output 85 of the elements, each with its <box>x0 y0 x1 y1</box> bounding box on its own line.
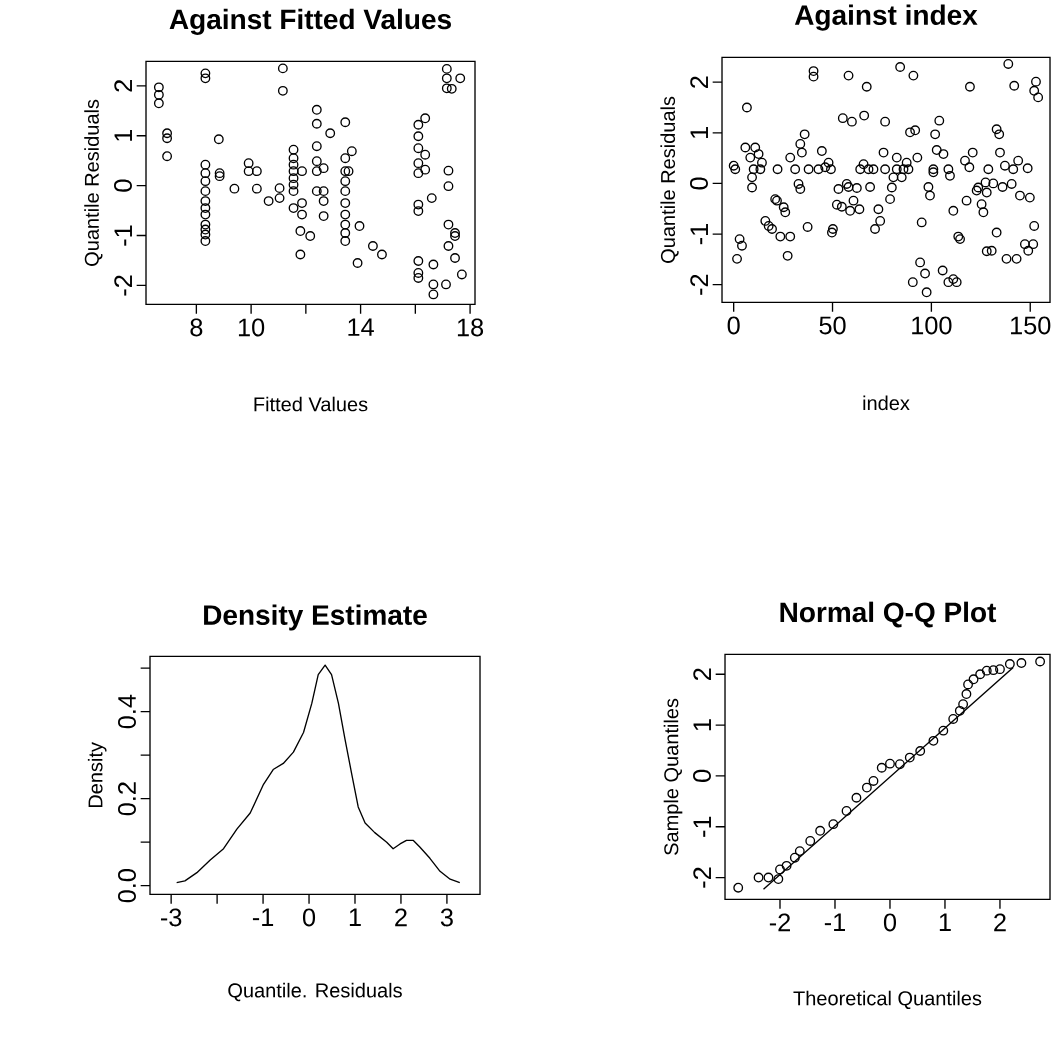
point <box>781 860 792 871</box>
chart-title: Density Estimate <box>204 604 427 631</box>
y-tick-label: 0.0 <box>118 868 136 903</box>
point <box>861 782 872 793</box>
x-tick-label: -1 <box>252 908 274 926</box>
y-tick-label: 0 <box>690 177 708 190</box>
point <box>885 758 895 769</box>
x-tick-label: 100 <box>912 316 952 335</box>
y-tick-label: 1 <box>693 719 711 730</box>
y-tick-label: 0.2 <box>118 782 136 816</box>
x-tick-label: 1 <box>939 913 951 931</box>
x-tick-label: 0 <box>302 908 316 927</box>
y-tick-label: 2 <box>690 76 708 88</box>
point <box>851 792 862 803</box>
y-tick-label: 0 <box>114 179 132 192</box>
point <box>988 665 999 675</box>
y-tick-label: 2 <box>114 79 132 92</box>
point <box>815 825 826 836</box>
point <box>915 745 926 756</box>
x-tick-label: 2 <box>994 913 1006 931</box>
y-tick-label: 2 <box>693 668 711 680</box>
x-tick-label: 2 <box>395 908 407 926</box>
x-axis-title: Quantile. Residuals <box>228 982 402 1001</box>
point <box>963 679 974 690</box>
point <box>775 864 785 875</box>
y-tick-label: 1 <box>114 129 132 141</box>
point <box>961 688 972 699</box>
point <box>828 819 839 829</box>
point <box>753 872 764 883</box>
x-tick-label: 1 <box>349 908 361 926</box>
y-tick-label: -1 <box>693 816 711 837</box>
x-tick-label: 14 <box>348 318 374 336</box>
point <box>1004 658 1015 669</box>
point <box>841 805 852 816</box>
y-axis-title: Sample Quantiles <box>663 698 683 855</box>
point <box>928 735 939 746</box>
point <box>805 835 816 846</box>
chart-title: Normal Q-Q Plot <box>780 601 997 628</box>
x-axis-title: Fitted Values <box>254 396 368 412</box>
y-axis-title: Quantile Residuals <box>84 99 103 266</box>
point <box>789 852 800 863</box>
point <box>958 699 969 709</box>
point <box>904 752 915 763</box>
x-tick-label: -2 <box>769 913 790 931</box>
x-axis-title: Theoretical Quantiles <box>793 990 982 1009</box>
x-tick-label: -3 <box>161 908 182 927</box>
point <box>938 725 949 736</box>
point <box>981 665 992 676</box>
point <box>773 873 784 884</box>
y-tick-label: 1 <box>690 126 708 138</box>
point <box>1035 656 1046 667</box>
point <box>794 845 805 856</box>
x-tick-label: 150 <box>1011 316 1051 335</box>
point <box>763 872 774 883</box>
point <box>968 674 979 685</box>
y-tick-label: -1 <box>114 225 132 246</box>
x-tick-label: 0 <box>727 316 740 335</box>
point <box>995 664 1005 674</box>
point <box>1016 657 1027 668</box>
chart-title: Against index <box>794 4 978 31</box>
point <box>876 762 887 773</box>
y-axis-title: Quantile Residuals <box>660 96 679 263</box>
y-tick-label: -2 <box>693 867 711 888</box>
x-tick-label: 10 <box>238 318 265 337</box>
point <box>948 713 959 724</box>
point <box>733 882 744 893</box>
x-tick-label: -1 <box>824 913 845 931</box>
x-tick-label: 8 <box>190 318 203 337</box>
x-tick-label: 50 <box>819 316 846 335</box>
y-tick-label: 0 <box>693 769 711 782</box>
y-tick-label: -2 <box>114 275 132 296</box>
y-tick-label: -2 <box>690 274 708 295</box>
point <box>894 759 905 769</box>
y-axis-title: Density <box>87 741 107 807</box>
y-tick-label: -1 <box>690 223 708 244</box>
x-tick-label: 18 <box>457 318 484 337</box>
x-tick-label: 0 <box>883 913 897 932</box>
chart-title: Against Fitted Values <box>169 8 451 35</box>
point <box>954 705 965 716</box>
line-series <box>175 664 461 884</box>
point <box>975 669 986 679</box>
x-tick-label: 3 <box>440 908 453 927</box>
x-axis-title: index <box>863 395 910 410</box>
point <box>868 775 879 786</box>
y-tick-label: 0.4 <box>118 694 136 729</box>
